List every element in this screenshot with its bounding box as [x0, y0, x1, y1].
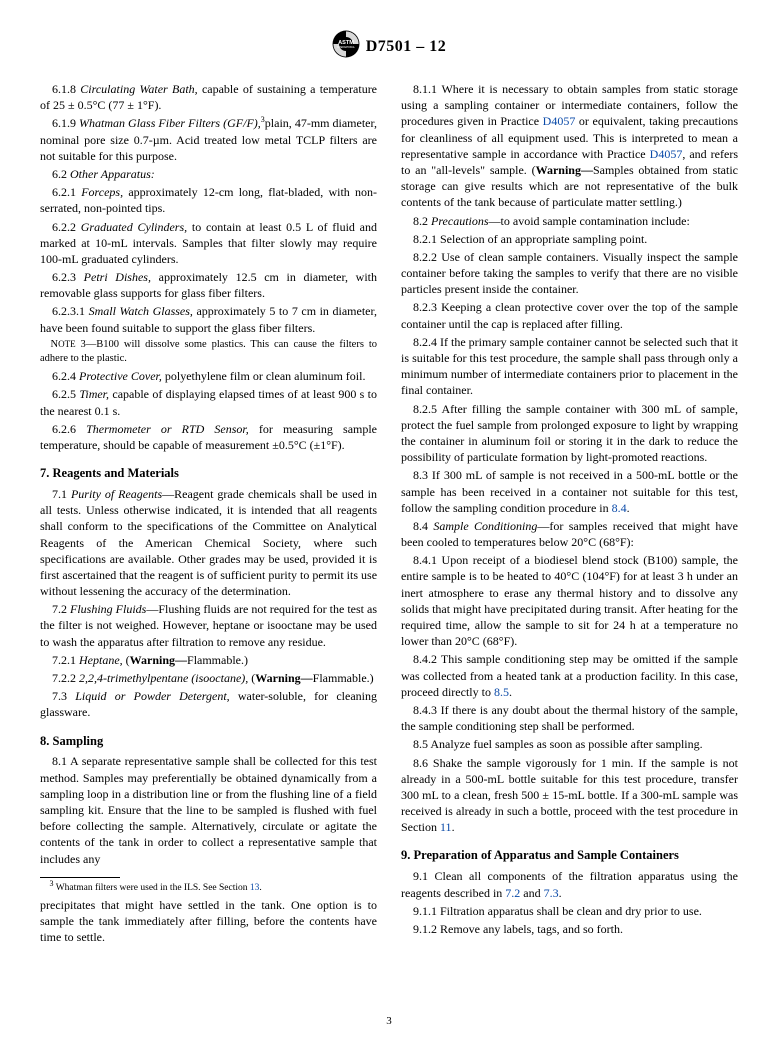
para-8.1: 8.1 A separate representative sample sha…: [40, 753, 377, 866]
para-6.2.5: 6.2.5 Timer, capable of displaying elaps…: [40, 386, 377, 418]
para-7.3: 7.3 Liquid or Powder Detergent, water-so…: [40, 688, 377, 720]
ref-link-7.2[interactable]: 7.2: [505, 886, 520, 900]
note-3: NOTE 3—B100 will dissolve some plastics.…: [40, 338, 377, 366]
footnote-block: 3 Whatman filters were used in the ILS. …: [40, 877, 377, 895]
para-8.4.1: 8.4.1 Upon receipt of a biodiesel blend …: [401, 552, 738, 649]
para-6.1.9: 6.1.9 Whatman Glass Fiber Filters (GF/F)…: [40, 115, 377, 164]
para-6.2: 6.2 Other Apparatus:: [40, 166, 377, 182]
body-columns: 6.1.8 Circulating Water Bath, capable of…: [40, 81, 738, 945]
ref-link-8.5[interactable]: 8.5: [494, 685, 509, 699]
para-8.2.2: 8.2.2 Use of clean sample containers. Vi…: [401, 249, 738, 298]
warning-label: Warning—: [130, 653, 187, 667]
para-8.2.3: 8.2.3 Keeping a clean protective cover o…: [401, 299, 738, 331]
ref-link-d4057[interactable]: D4057: [650, 147, 683, 161]
para-7.2.2: 7.2.2 2,2,4-trimethylpentane (isooctane)…: [40, 670, 377, 686]
para-8.4.2: 8.4.2 This sample conditioning step may …: [401, 651, 738, 700]
para-8.4.3: 8.4.3 If there is any doubt about the th…: [401, 702, 738, 734]
svg-text:ASTM: ASTM: [338, 40, 354, 46]
para-6.1.8: 6.1.8 Circulating Water Bath, capable of…: [40, 81, 377, 113]
para-6.2.3.1: 6.2.3.1 Small Watch Glasses, approximate…: [40, 303, 377, 335]
ref-link-11[interactable]: 11: [440, 820, 452, 834]
para-6.2.4: 6.2.4 Protective Cover, polyethylene fil…: [40, 368, 377, 384]
warning-label: Warning—: [536, 163, 593, 177]
ref-link-13[interactable]: 13: [250, 883, 260, 893]
section-8-head: 8. Sampling: [40, 733, 377, 750]
astm-logo-icon: ASTM INTERNATIONAL: [332, 30, 360, 63]
para-6.2.3: 6.2.3 Petri Dishes, approximately 12.5 c…: [40, 269, 377, 301]
ref-link-8.4[interactable]: 8.4: [612, 501, 627, 515]
para-8.6: 8.6 Shake the sample vigorously for 1 mi…: [401, 755, 738, 836]
designation: D7501 – 12: [366, 38, 447, 56]
section-7-head: 7. Reagents and Materials: [40, 465, 377, 482]
para-8.4: 8.4 Sample Conditioning—for samples rece…: [401, 518, 738, 550]
footnote-3: 3 Whatman filters were used in the ILS. …: [40, 882, 377, 895]
note-3-label: NOTE 3—: [51, 339, 97, 350]
para-8.1-cont: precipitates that might have settled in …: [40, 897, 377, 946]
para-7.2: 7.2 Flushing Fluids—Flushing fluids are …: [40, 601, 377, 650]
para-8.2.5: 8.2.5 After filling the sample container…: [401, 401, 738, 466]
page-number: 3: [0, 1015, 778, 1027]
warning-label: Warning—: [255, 671, 312, 685]
ref-link-7.3[interactable]: 7.3: [544, 886, 559, 900]
section-9-head: 9. Preparation of Apparatus and Sample C…: [401, 847, 738, 864]
para-7.1: 7.1 Purity of Reagents—Reagent grade che…: [40, 486, 377, 599]
para-9.1.1: 9.1.1 Filtration apparatus shall be clea…: [401, 903, 738, 919]
para-8.2: 8.2 Precautions—to avoid sample contamin…: [401, 213, 738, 229]
page: ASTM INTERNATIONAL D7501 – 12 6.1.8 Circ…: [0, 0, 778, 1041]
para-8.1.1: 8.1.1 Where it is necessary to obtain sa…: [401, 81, 738, 211]
para-7.2.1: 7.2.1 Heptane, (Warning—Flammable.): [40, 652, 377, 668]
para-9.1.2: 9.1.2 Remove any labels, tags, and so fo…: [401, 921, 738, 937]
para-9.1: 9.1 Clean all components of the filtrati…: [401, 868, 738, 900]
header: ASTM INTERNATIONAL D7501 – 12: [40, 30, 738, 63]
para-6.2.1: 6.2.1 Forceps, approximately 12-cm long,…: [40, 184, 377, 216]
para-8.5: 8.5 Analyze fuel samples as soon as poss…: [401, 736, 738, 752]
para-6.2.2: 6.2.2 Graduated Cylinders, to contain at…: [40, 219, 377, 268]
para-6.2.6: 6.2.6 Thermometer or RTD Sensor, for mea…: [40, 421, 377, 453]
para-8.2.4: 8.2.4 If the primary sample container ca…: [401, 334, 738, 399]
para-8.2.1: 8.2.1 Selection of an appropriate sampli…: [401, 231, 738, 247]
para-8.3: 8.3 If 300 mL of sample is not received …: [401, 467, 738, 516]
ref-link-d4057[interactable]: D4057: [543, 114, 576, 128]
footnote-separator: [40, 877, 120, 878]
